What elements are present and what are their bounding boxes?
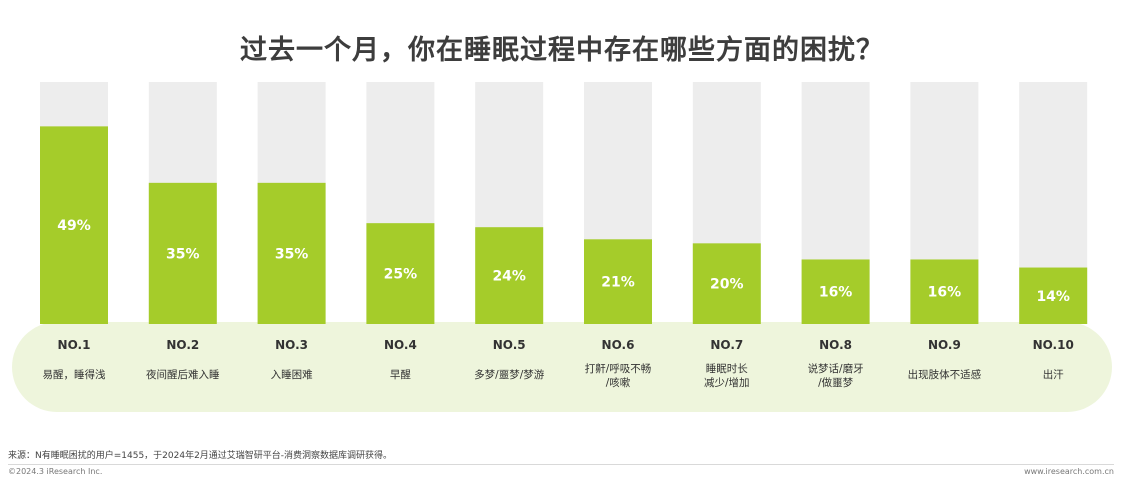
rank-label: NO.1 [58, 338, 91, 352]
bar [366, 223, 435, 324]
bar-value-label: 16% [928, 285, 962, 301]
rank-label: NO.8 [819, 338, 852, 352]
label-band [12, 322, 1112, 412]
bar [801, 259, 870, 324]
category-label: 多梦/噩梦/梦游 [474, 368, 545, 381]
bar-value-label: 24% [492, 269, 526, 285]
bar [1019, 267, 1088, 324]
category-label: 减少/增加 [704, 376, 750, 389]
bar [692, 243, 761, 324]
bar-value-label: 35% [166, 246, 200, 262]
category-label: 出汗 [1043, 368, 1065, 381]
footer-divider [8, 464, 1114, 465]
rank-label: NO.5 [493, 338, 526, 352]
rank-label: NO.10 [1033, 338, 1074, 352]
rank-label: NO.4 [384, 338, 417, 352]
bar [40, 126, 108, 324]
bar [257, 182, 326, 324]
bar-value-label: 21% [601, 275, 635, 291]
category-label: /咳嗽 [606, 376, 631, 389]
bar-value-label: 49% [57, 218, 91, 234]
category-label: 睡眠时长 [706, 362, 748, 375]
category-label: 说梦话/磨牙 [808, 362, 864, 375]
rank-label: NO.9 [928, 338, 961, 352]
bar-value-label: 35% [275, 246, 309, 262]
footer-copyright: ©2024.3 iResearch Inc. [8, 467, 103, 476]
chart-title: 过去一个月，你在睡眠过程中存在哪些方面的困扰？ [240, 35, 884, 66]
footer-source: 来源：N有睡眠困扰的用户=1455，于2024年2月通过艾瑞智研平台-消费洞察数… [8, 451, 393, 461]
rank-label: NO.2 [166, 338, 199, 352]
bar [910, 259, 979, 324]
rank-label: NO.3 [275, 338, 308, 352]
bar-chart: 49% NO.1 易醒，睡得浅 35% NO.2 夜间醒后难入睡 35% NO.3 入睡困难 25… [12, 82, 1112, 412]
rank-label: NO.7 [710, 338, 743, 352]
footer-url: www.iresearch.com.cn [1024, 467, 1114, 476]
bar-value-label: 16% [819, 285, 853, 301]
category-label: 出现肢体不适感 [908, 368, 982, 381]
rank-label: NO.6 [602, 338, 635, 352]
bar [584, 239, 652, 324]
category-label: 夜间醒后难入睡 [146, 368, 220, 381]
bar-value-label: 14% [1036, 289, 1070, 305]
bar-value-label: 25% [384, 267, 418, 283]
category-label: 入睡困难 [271, 368, 313, 381]
bar [148, 182, 217, 324]
category-label: /做噩梦 [818, 376, 854, 389]
category-label: 打鼾/呼吸不畅 [585, 362, 652, 375]
bar-value-label: 20% [710, 277, 744, 293]
bar [475, 227, 544, 324]
category-label: 早醒 [390, 369, 411, 381]
category-label: 易醒，睡得浅 [43, 368, 106, 381]
